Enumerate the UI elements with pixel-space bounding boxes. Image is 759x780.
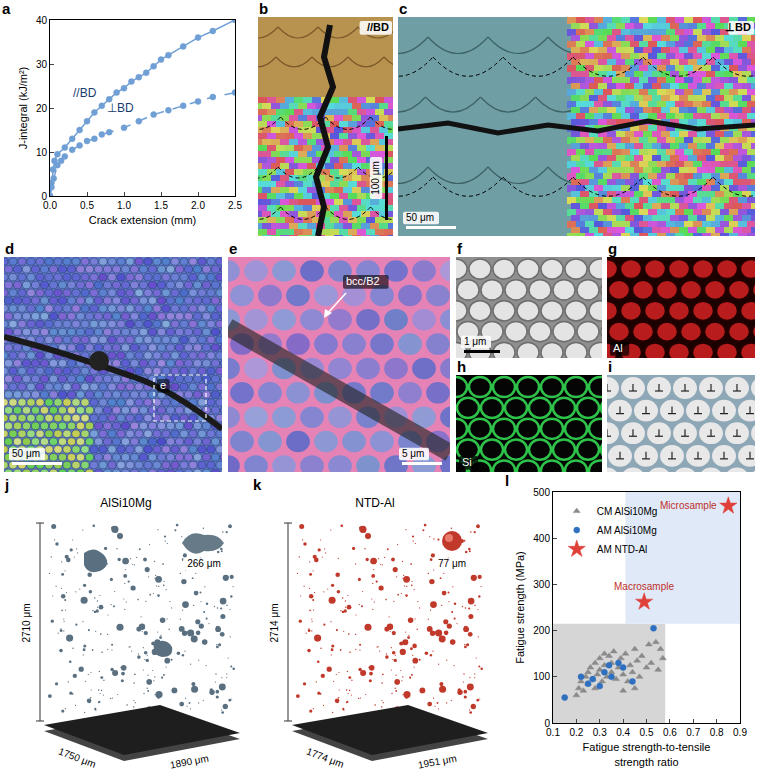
svg-text:e: e [160,379,166,391]
html-text:e: e [229,240,238,257]
svg-text:CM AlSi10Mg: CM AlSi10Mg [597,506,658,517]
svg-text:Al: Al [613,342,623,354]
svg-text:AlSi10Mg: AlSi10Mg [100,496,151,510]
svg-text:0.9: 0.9 [733,727,747,738]
svg-text:2714 μm: 2714 μm [269,603,280,642]
svg-text:Crack extension (mm): Crack extension (mm) [89,214,197,226]
html-text:h: h [457,358,467,375]
html-text:b: b [259,0,269,17]
svg-text:5 μm: 5 μm [402,448,424,459]
svg-text:0: 0 [41,191,47,202]
html-text:f: f [457,240,462,257]
html-text:c: c [399,0,408,17]
svg-text:300: 300 [533,579,550,590]
svg-text:0.4: 0.4 [616,727,630,738]
html-text:d: d [5,240,15,257]
svg-text:1.5: 1.5 [154,200,168,211]
svg-text:Fatigue strength (MPa): Fatigue strength (MPa) [514,551,526,664]
svg-text:1951 μm: 1951 μm [417,753,457,771]
svg-text:0.3: 0.3 [593,727,607,738]
svg-text:2.0: 2.0 [191,200,205,211]
svg-text:2.5: 2.5 [228,200,242,211]
svg-text:1890 μm: 1890 μm [169,753,209,771]
svg-text:266 μm: 266 μm [187,558,221,569]
svg-text:1774 μm: 1774 μm [305,746,345,770]
html-text:g: g [608,240,618,257]
svg-text:Fatigue strength-to-tensilestr: Fatigue strength-to-tensilestrength rati… [583,741,711,767]
svg-text:100: 100 [533,671,550,682]
svg-text:400: 400 [533,533,550,544]
svg-text:200: 200 [533,625,550,636]
svg-text:500: 500 [533,487,550,498]
svg-text:Si: Si [462,456,472,468]
svg-text:Microsample: Microsample [660,500,717,511]
svg-text:AM AlSi10Mg: AM AlSi10Mg [597,525,657,536]
svg-text:2710 μm: 2710 μm [21,603,32,642]
svg-text:100 μm: 100 μm [370,161,381,195]
svg-text:⊥BD: ⊥BD [725,21,751,33]
svg-text:50 μm: 50 μm [406,212,434,223]
html-text:i: i [608,358,613,375]
svg-text://BD: //BD [73,86,97,100]
svg-text://BD: //BD [367,21,389,33]
svg-text:0.5: 0.5 [640,727,654,738]
svg-text:10: 10 [36,147,48,158]
svg-text:0.0: 0.0 [43,200,57,211]
svg-text:Macrosample: Macrosample [614,581,674,592]
svg-text:0.7: 0.7 [686,727,700,738]
svg-text:77 μm: 77 μm [438,558,466,569]
html-text:l: l [505,472,510,489]
svg-text:0.2: 0.2 [569,727,583,738]
svg-text:0.6: 0.6 [663,727,677,738]
svg-text:0.5: 0.5 [80,200,94,211]
html-text:k: k [253,476,262,493]
svg-text:1750 μm: 1750 μm [57,746,97,770]
svg-text:40: 40 [36,15,48,26]
svg-text:50 μm: 50 μm [12,448,40,459]
svg-text:20: 20 [36,103,48,114]
svg-text:1.0: 1.0 [117,200,131,211]
svg-text:0: 0 [544,718,550,729]
svg-text:NTD-Al: NTD-Al [355,496,394,510]
html-text:j: j [5,476,10,493]
svg-text:0.8: 0.8 [710,727,724,738]
svg-text:30: 30 [36,59,48,70]
svg-text:J-integral (kJ/m²): J-integral (kJ/m²) [17,67,29,150]
html-text:a: a [2,0,11,17]
svg-text:AM NTD-Al: AM NTD-Al [597,544,648,555]
svg-text:bcc/B2: bcc/B2 [346,275,380,287]
svg-text:0.1: 0.1 [546,727,560,738]
svg-text:⊥BD: ⊥BD [107,101,134,115]
svg-text:1 μm: 1 μm [464,336,486,347]
